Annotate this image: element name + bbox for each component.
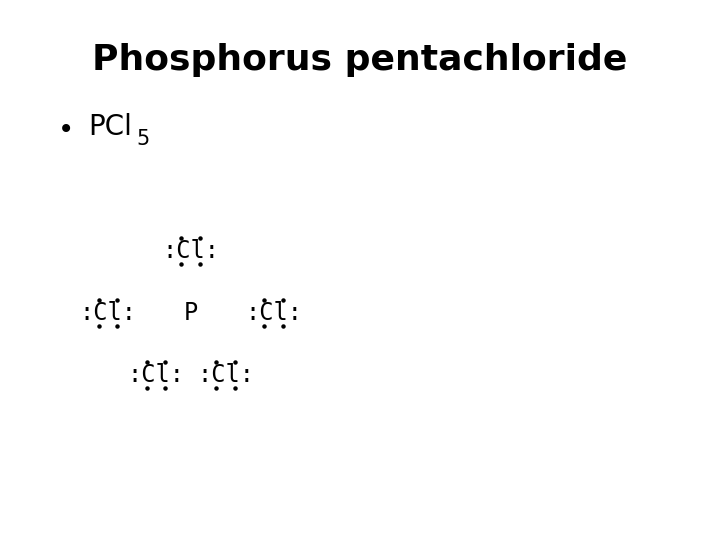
Text: :Cl:: :Cl: — [79, 301, 137, 325]
Text: PCl: PCl — [88, 113, 132, 141]
Text: :Cl:: :Cl: — [197, 363, 254, 387]
Text: Phosphorus pentachloride: Phosphorus pentachloride — [92, 43, 628, 77]
Text: :Cl:: :Cl: — [162, 239, 220, 263]
Text: P: P — [184, 301, 198, 325]
Text: :Cl:: :Cl: — [127, 363, 184, 387]
Text: :Cl:: :Cl: — [245, 301, 302, 325]
Text: 5: 5 — [137, 129, 150, 150]
Text: •: • — [58, 116, 74, 144]
